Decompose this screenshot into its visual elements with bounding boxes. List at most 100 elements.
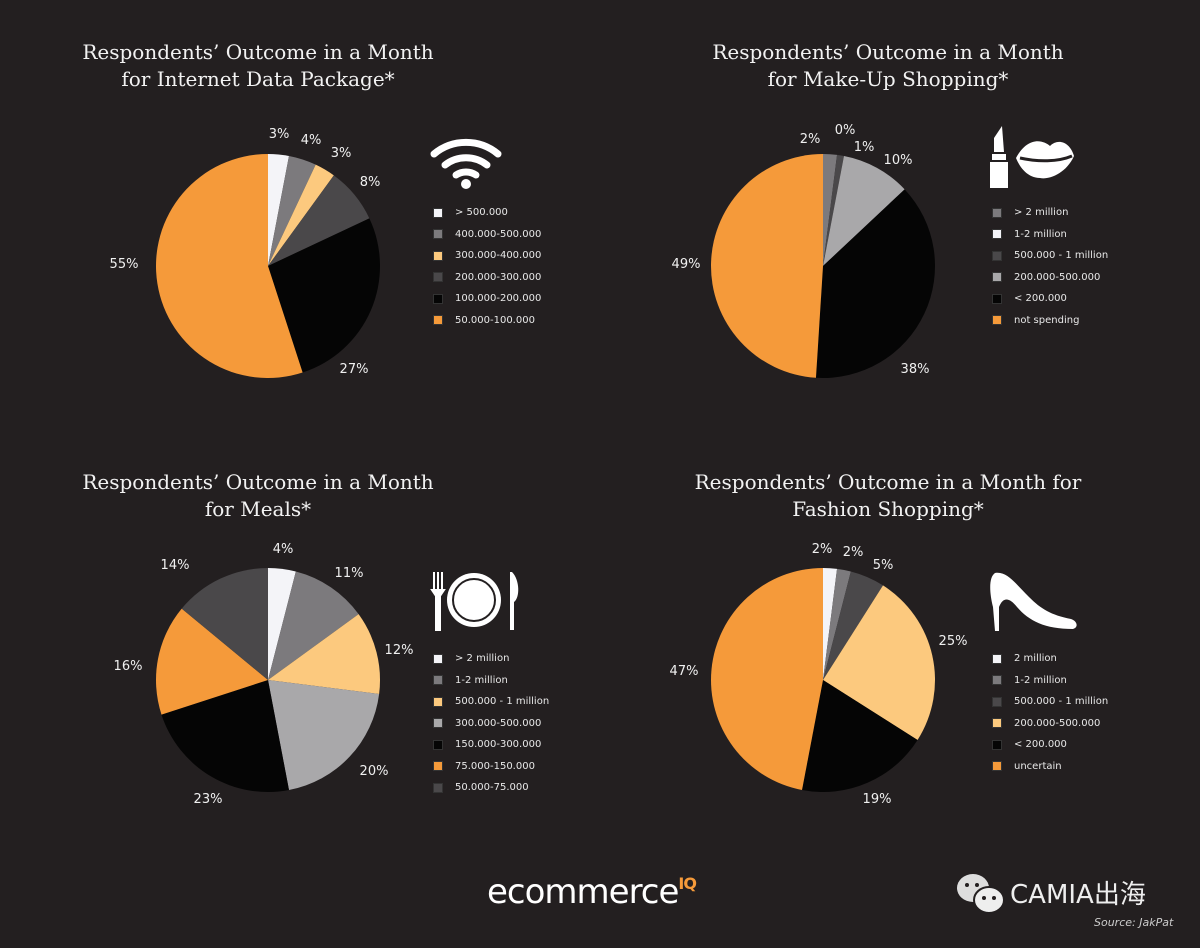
legend-internet: > 500.000 400.000-500.000 300.000-400.000 2… [433,202,541,331]
title-line: Respondents’ Outcome in a Month [82,40,434,64]
legend-label: 2 million [1014,653,1057,665]
title-line: for Internet Data Package* [121,67,395,91]
legend-label: 1-2 million [1014,674,1067,686]
legend-item: uncertain [992,756,1108,778]
legend-swatch [433,315,443,326]
legend-swatch [992,229,1002,240]
pie-slice [268,680,380,791]
pie-data-label: 2% [800,132,821,147]
legend-item: not spending [992,310,1108,332]
legend-item: < 200.000 [992,288,1108,310]
pie-slice [823,154,838,266]
legend-swatch [433,718,443,729]
legend-item: 200.000-500.000 [992,713,1108,735]
pie-slice [268,164,334,266]
pie-data-label: 38% [901,362,930,377]
legend-label: 100.000-200.000 [455,293,542,305]
legend-swatch [992,718,1002,729]
wechat-account-name: CAMIA出海 [1010,880,1146,910]
legend-swatch [992,696,1002,707]
legend-label: < 200.000 [1014,293,1067,305]
legend-label: 500.000 - 1 million [455,696,550,708]
source-note: Source: JakPat [1094,916,1174,929]
legend-item: 200.000-500.000 [992,267,1108,289]
pie-data-label: 23% [194,792,223,807]
legend-item: 1-2 million [992,224,1108,246]
pie-data-label: 3% [331,146,352,161]
chart-title-fashion: Respondents’ Outcome in a Month for Fashi… [678,469,1098,523]
pie-data-label: 8% [360,175,381,190]
legend-label: 50.000-100.000 [455,314,535,326]
chart-title-internet: Respondents’ Outcome in a Month for Inter… [48,39,468,93]
pie-slice [181,568,268,680]
pie-data-label: 10% [884,153,913,168]
legend-swatch [992,653,1002,664]
pie-slice [161,680,289,792]
legend-swatch [433,675,443,686]
legend-label: > 500.000 [455,207,508,219]
pie-data-label: 2% [843,545,864,560]
legend-label: not spending [1014,314,1080,326]
legend-label: 50.000-75.000 [455,782,529,794]
chart-title-meals: Respondents’ Outcome in a Month for Meals… [48,469,468,523]
pie-data-label: 14% [161,558,190,573]
pie-data-label: 4% [273,542,294,557]
legend-item: 300.000-400.000 [433,245,541,267]
pie-data-label: 25% [939,634,968,649]
pie-data-label: 47% [670,664,699,679]
legend-item: 500.000 - 1 million [433,691,549,713]
legend-item: 500.000 - 1 million [992,691,1108,713]
legend-label: 200.000-500.000 [1014,271,1101,283]
legend-item: > 2 million [433,648,549,670]
legend-item: 150.000-300.000 [433,734,549,756]
pie-slice [815,189,936,378]
title-line: Respondents’ Outcome in a Month [82,470,434,494]
pie-slice [823,585,935,741]
legend-swatch [433,229,443,240]
legend-swatch [992,272,1002,283]
title-line: for Make-Up Shopping* [767,67,1009,91]
title-line: Fashion Shopping* [792,497,984,521]
legend-item: 75.000-150.000 [433,756,549,778]
legend-swatch [433,696,443,707]
pie-data-label: 2% [812,542,833,557]
legend-item: > 2 million [992,202,1108,224]
legend-swatch [992,293,1002,304]
pie-slice [710,568,823,791]
title-line: Respondents’ Outcome in a Month for [694,470,1082,494]
title-line: Respondents’ Outcome in a Month [712,40,1064,64]
legend-label: 500.000 - 1 million [1014,250,1109,262]
legend-swatch [433,250,443,261]
wifi-icon [430,138,502,189]
logo-text: ecommerce [487,872,679,912]
pie-data-label: 19% [863,792,892,807]
logo-sup: IQ [678,874,697,893]
legend-item: 1-2 million [992,670,1108,692]
legend-label: 400.000-500.000 [455,228,542,240]
legend-meals: > 2 million 1-2 million 500.000 - 1 millio… [433,648,549,799]
legend-label: < 200.000 [1014,739,1067,751]
wechat-icon [957,874,1005,914]
pie-slice [823,568,851,680]
legend-swatch [433,761,443,772]
legend-item: 400.000-500.000 [433,224,541,246]
legend-swatch [433,739,443,750]
legend-item: 50.000-75.000 [433,777,549,799]
legend-label: 200.000-500.000 [1014,717,1101,729]
pie-data-label: 0% [835,123,856,138]
legend-swatch [433,207,443,218]
legend-swatch [433,782,443,793]
pie-slice [802,680,918,792]
legend-item: < 200.000 [992,734,1108,756]
pie-data-label: 49% [672,257,701,272]
pie-slice [268,155,316,266]
legend-item: > 500.000 [433,202,541,224]
pie-data-label: 27% [340,362,369,377]
pie-data-label: 5% [873,558,894,573]
pie-slice [823,154,844,266]
pie-slice [268,175,370,266]
legend-label: 500.000 - 1 million [1014,696,1109,708]
legend-makeup: > 2 million 1-2 million 500.000 - 1 millio… [992,202,1108,331]
title-line: for Meals* [204,497,312,521]
